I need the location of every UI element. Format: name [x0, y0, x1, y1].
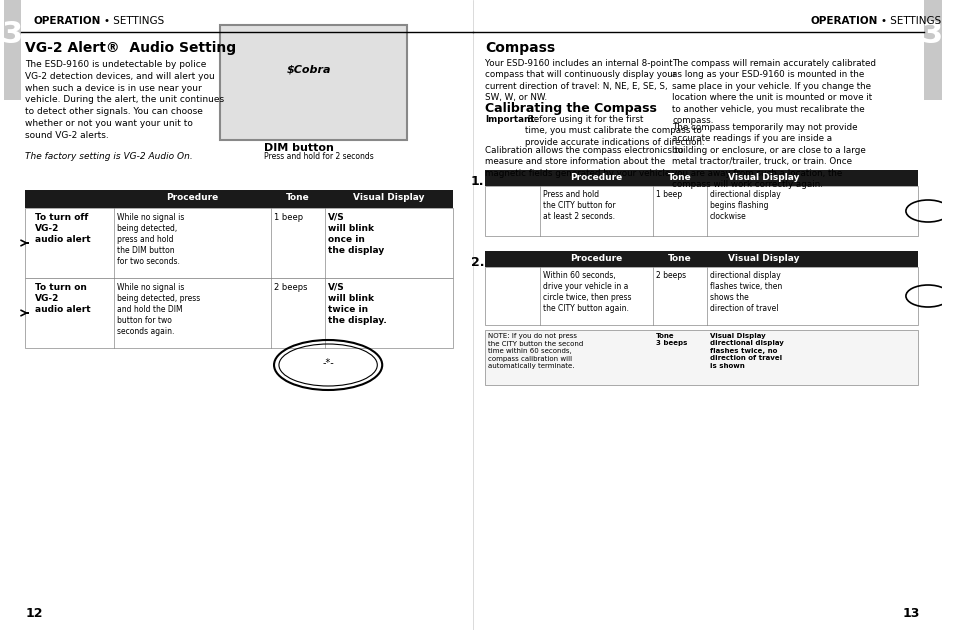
- Text: Tone: Tone: [667, 254, 691, 263]
- Bar: [923, 0, 941, 100]
- Text: While no signal is
being detected, press
and hold the DIM
button for two
seconds: While no signal is being detected, press…: [116, 283, 200, 336]
- Text: 1.: 1.: [470, 175, 484, 188]
- Bar: [485, 330, 917, 385]
- Text: 2.: 2.: [470, 256, 484, 269]
- Text: 3: 3: [2, 20, 23, 49]
- Text: The compass temporarily may not provide
accurate readings if you are inside a
bu: The compass temporarily may not provide …: [672, 123, 865, 189]
- Text: 12: 12: [25, 607, 43, 620]
- Text: To turn off
VG-2
audio alert: To turn off VG-2 audio alert: [35, 213, 91, 244]
- Text: Calibrating the Compass: Calibrating the Compass: [485, 102, 657, 115]
- Bar: [485, 186, 917, 236]
- Text: Visual Display: Visual Display: [727, 254, 799, 263]
- Text: OPERATION: OPERATION: [809, 16, 877, 26]
- Text: • SETTINGS: • SETTINGS: [880, 16, 940, 26]
- Text: NOTE: If you do not press
the CITY button the second
time within 60 seconds,
com: NOTE: If you do not press the CITY butto…: [488, 333, 583, 369]
- Bar: [485, 170, 917, 186]
- Bar: [25, 208, 453, 278]
- Text: 13: 13: [902, 607, 920, 620]
- Text: -*-: -*-: [322, 357, 334, 367]
- Text: Compass: Compass: [485, 41, 555, 55]
- Text: DIM button: DIM button: [264, 143, 334, 153]
- Text: V/S
will blink
twice in
the display.: V/S will blink twice in the display.: [328, 283, 387, 325]
- Text: OPERATION: OPERATION: [33, 16, 100, 26]
- Text: 3: 3: [922, 20, 943, 49]
- Text: Tone: Tone: [667, 173, 691, 182]
- Bar: [25, 278, 453, 348]
- Text: While no signal is
being detected,
press and hold
the DIM button
for two seconds: While no signal is being detected, press…: [116, 213, 184, 266]
- Text: V/S
will blink
once in
the display: V/S will blink once in the display: [328, 213, 384, 255]
- Bar: [25, 190, 453, 208]
- Text: Tone: Tone: [286, 193, 310, 202]
- Text: Procedure: Procedure: [569, 173, 621, 182]
- Text: 1 beep: 1 beep: [655, 190, 681, 199]
- Text: Procedure: Procedure: [166, 193, 218, 202]
- Text: To turn on
VG-2
audio alert: To turn on VG-2 audio alert: [35, 283, 91, 314]
- Text: directional display
begins flashing
clockwise: directional display begins flashing cloc…: [709, 190, 780, 221]
- Text: Visual Display
directional display
flashes twice, no
direction of travel
is show: Visual Display directional display flash…: [709, 333, 782, 369]
- Bar: [220, 25, 406, 140]
- Text: Press and hold
the CITY button for
at least 2 seconds.: Press and hold the CITY button for at le…: [542, 190, 615, 221]
- Text: Before using it for the first
time, you must calibrate the compass to
provide ac: Before using it for the first time, you …: [524, 115, 703, 147]
- Text: The factory setting is VG-2 Audio On.: The factory setting is VG-2 Audio On.: [25, 152, 193, 161]
- Bar: [485, 267, 917, 325]
- Text: 2 beeps: 2 beeps: [655, 271, 685, 280]
- Bar: [21, 10, 472, 32]
- Bar: [485, 251, 917, 267]
- Text: Important:: Important:: [485, 115, 538, 124]
- Text: directional display
flashes twice, then
shows the
direction of travel: directional display flashes twice, then …: [709, 271, 781, 313]
- Text: Visual Display: Visual Display: [727, 173, 799, 182]
- Text: The ESD-9160 is undetectable by police
VG-2 detection devices, and will alert yo: The ESD-9160 is undetectable by police V…: [25, 60, 224, 140]
- Text: Tone
3 beeps: Tone 3 beeps: [655, 333, 686, 347]
- Text: Your ESD-9160 includes an internal 8-point
compass that will continuously displa: Your ESD-9160 includes an internal 8-poi…: [485, 59, 676, 102]
- Text: Procedure: Procedure: [569, 254, 621, 263]
- Text: Press and hold for 2 seconds: Press and hold for 2 seconds: [264, 152, 374, 161]
- Text: The compass will remain accurately calibrated
as long as your ESD-9160 is mounte: The compass will remain accurately calib…: [672, 59, 876, 125]
- Text: • SETTINGS: • SETTINGS: [104, 16, 164, 26]
- Text: Within 60 seconds,
drive your vehicle in a
circle twice, then press
the CITY but: Within 60 seconds, drive your vehicle in…: [542, 271, 630, 313]
- Text: VG-2 Alert®  Audio Setting: VG-2 Alert® Audio Setting: [25, 41, 236, 55]
- Text: Visual Display: Visual Display: [353, 193, 424, 202]
- Text: 2 beeps: 2 beeps: [274, 283, 307, 292]
- Text: 1 beep: 1 beep: [274, 213, 303, 222]
- Text: $Cobra: $Cobra: [286, 65, 331, 75]
- Text: Calibration allows the compass electronics to
measure and store information abou: Calibration allows the compass electroni…: [485, 146, 683, 178]
- Bar: [4, 0, 21, 100]
